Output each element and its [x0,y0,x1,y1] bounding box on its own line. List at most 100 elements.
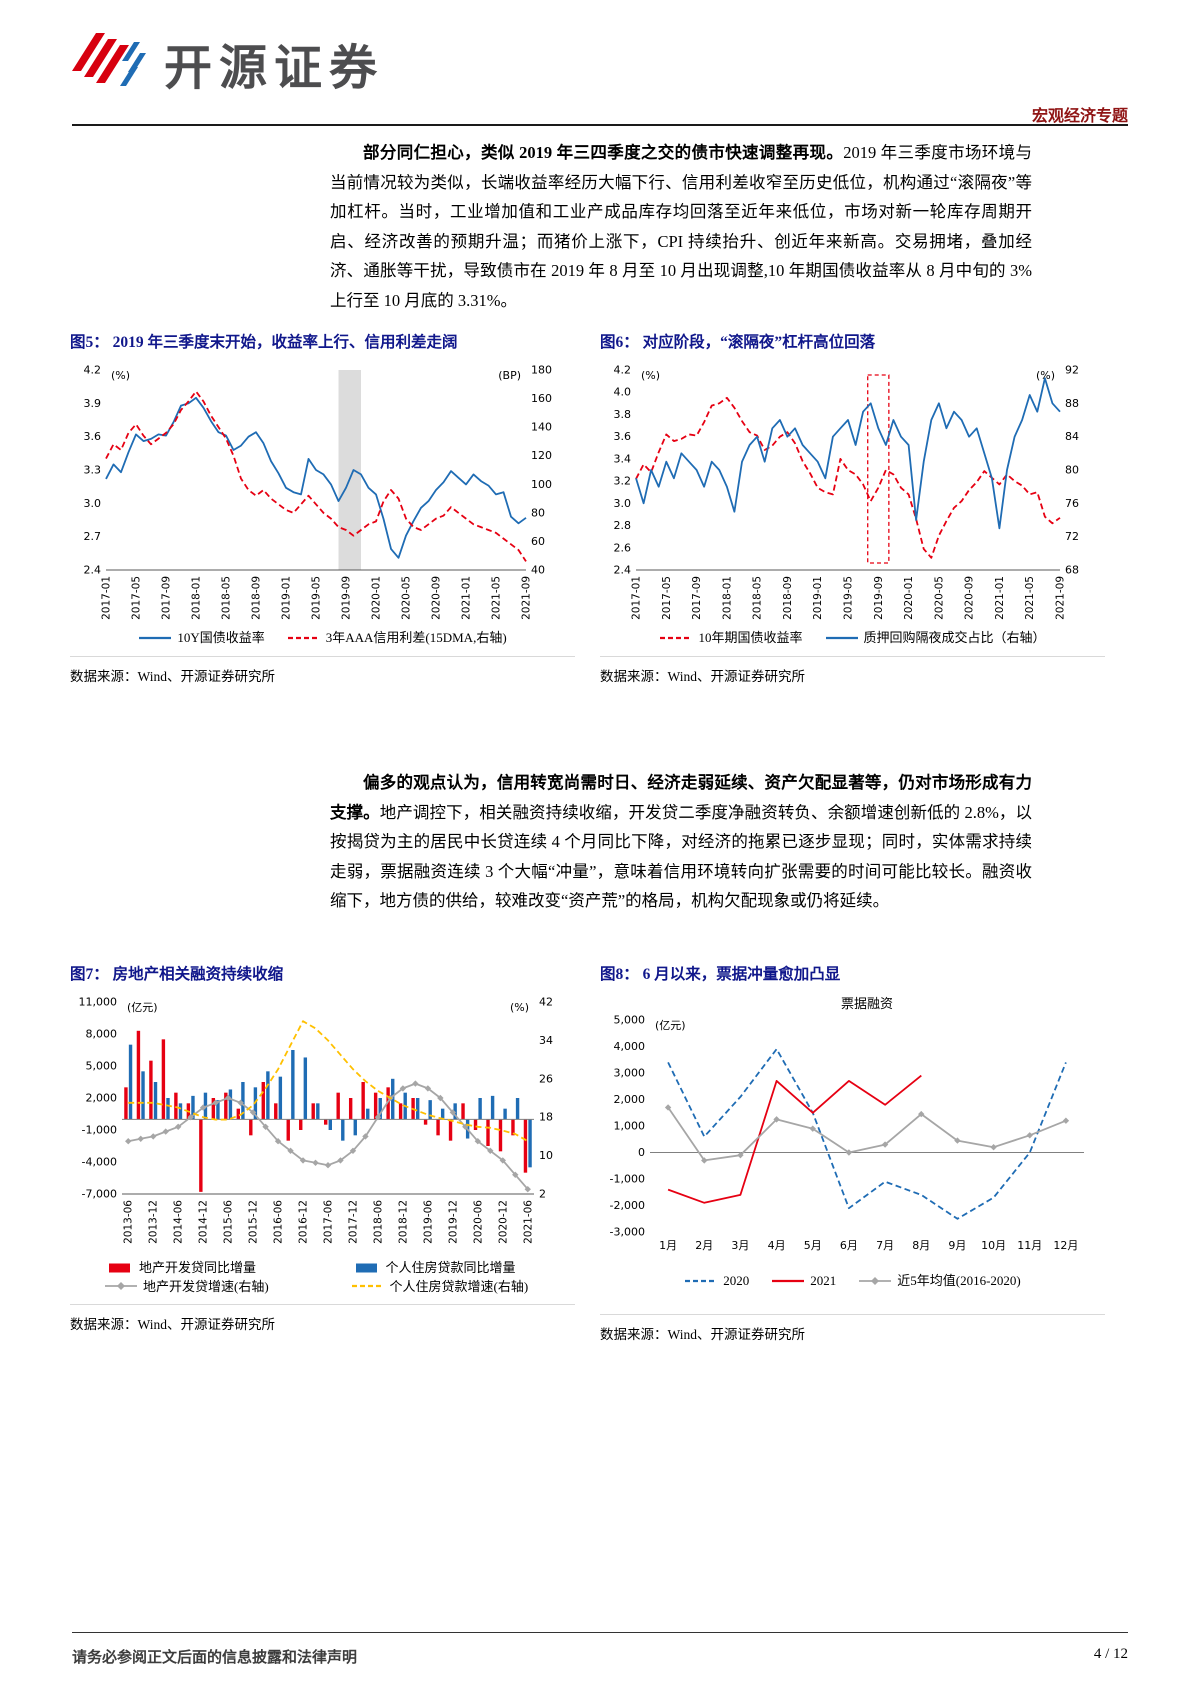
svg-text:2015-12: 2015-12 [248,1200,260,1244]
svg-text:2.4: 2.4 [84,564,102,577]
svg-text:2021-06: 2021-06 [522,1200,534,1244]
svg-text:92: 92 [1065,364,1079,377]
svg-text:2021-01: 2021-01 [461,576,473,620]
svg-text:2014-06: 2014-06 [173,1200,185,1244]
fig6-legend-item: 质押回购隔夜成交占比（右轴） [825,630,1046,646]
svg-text:2.6: 2.6 [614,541,632,554]
svg-text:票据融资: 票据融资 [841,997,893,1012]
svg-text:(%): (%) [510,1001,529,1014]
svg-text:2月: 2月 [695,1239,713,1252]
svg-text:100: 100 [531,478,552,491]
svg-text:76: 76 [1065,497,1079,510]
svg-text:42: 42 [539,996,553,1009]
svg-text:2018-06: 2018-06 [372,1200,384,1244]
paragraph-1: 部分同仁担心，类似 2019 年三四季度之交的债市快速调整再现。2019 年三季… [330,138,1032,316]
legend-label: 地产开发贷同比增量 [139,1260,257,1275]
legend-label: 质押回购隔夜成交占比（右轴） [863,630,1046,645]
svg-text:9月: 9月 [948,1239,966,1252]
svg-text:2.7: 2.7 [84,530,102,543]
svg-text:2018-01: 2018-01 [191,576,203,620]
svg-text:2017-09: 2017-09 [161,576,173,620]
legend-line-swatch [825,636,858,639]
svg-text:2018-09: 2018-09 [782,576,794,620]
svg-text:120: 120 [531,449,552,462]
svg-text:8,000: 8,000 [86,1028,118,1041]
figure-7-legend: 地产开发贷同比增量 个人住房贷款同比增量 地产开发贷增速(右轴) 个人住房贷款增速(右… [70,1260,575,1294]
svg-text:2,000: 2,000 [86,1092,118,1105]
svg-text:3.8: 3.8 [614,408,632,421]
fig5-legend-item: 10Y国债收益率 [138,630,265,646]
svg-text:11月: 11月 [1017,1239,1042,1252]
svg-text:26: 26 [539,1072,553,1085]
svg-text:2019-09: 2019-09 [873,576,885,620]
legend-label: 2021 [810,1273,837,1289]
legend-dashed-line-swatch [685,1279,718,1283]
svg-text:2017-01: 2017-01 [631,576,643,620]
fig6chart-svg: 2.4 2.6 2.8 3.0 3.2 3.4 3.6 3.8 4.0 4.2 68 72 76 80 84… [614,364,1080,620]
paragraph-1-body: 2019 年三季度市场环境与当前情况较为类似，长端收益率经历大幅下行、信用利差收… [330,143,1033,310]
figure-5-source: 数据来源：Wind、开源证券研究所 [70,655,575,685]
svg-text:3,000: 3,000 [614,1067,646,1080]
figure-5-title: 图5： 2019 年三季度末开始，收益率上行、信用利差走阔 [70,334,458,351]
svg-text:(BP): (BP) [498,369,521,382]
legend-line-swatch [772,1279,805,1283]
header-brand: 开源证券 [70,28,384,98]
svg-text:4.2: 4.2 [614,364,632,377]
svg-text:2016-06: 2016-06 [273,1200,285,1244]
svg-text:0: 0 [638,1146,645,1159]
svg-text:-7,000: -7,000 [82,1188,117,1201]
svg-text:-1,000: -1,000 [82,1124,117,1137]
svg-text:2013-06: 2013-06 [123,1200,135,1244]
svg-text:2021-01: 2021-01 [994,576,1006,620]
header-divider [72,124,1128,126]
svg-text:2020-05: 2020-05 [401,576,413,620]
svg-text:2016-12: 2016-12 [298,1200,310,1244]
svg-text:4.2: 4.2 [84,364,102,377]
fig7-legend-item: 地产开发贷同比增量 [104,1260,256,1276]
svg-text:160: 160 [531,392,552,405]
svg-text:80: 80 [531,506,545,519]
svg-text:3.6: 3.6 [614,430,632,443]
svg-text:5月: 5月 [804,1239,822,1252]
svg-text:80: 80 [1065,464,1079,477]
fig8-legend-item: 2020 [684,1273,749,1289]
svg-text:34: 34 [539,1034,553,1047]
fig5chart-svg: 2.4 2.7 3.0 3.3 3.6 3.9 4.2 40 60 80 100 120 140 160 1… [84,364,553,620]
legend-label: 个人住房贷款同比增量 [385,1260,516,1275]
svg-text:2.8: 2.8 [614,519,632,532]
svg-text:12月: 12月 [1053,1239,1078,1252]
svg-text:2020-01: 2020-01 [371,576,383,620]
svg-text:11,000: 11,000 [79,996,118,1009]
svg-text:2020-06: 2020-06 [472,1200,484,1244]
svg-text:60: 60 [531,535,545,548]
svg-text:2021-09: 2021-09 [1055,576,1067,620]
fig8chart-svg: -3,000 -2,000 -1,000 0 1,000 2,000 3,000 4,000 5… [610,997,1084,1252]
svg-text:4.0: 4.0 [614,386,632,399]
svg-text:18: 18 [539,1111,553,1124]
svg-text:2019-09: 2019-09 [341,576,353,620]
figure-7-title: 图7： 房地产相关融资持续收缩 [70,966,284,983]
svg-text:2017-12: 2017-12 [347,1200,359,1244]
svg-text:3.9: 3.9 [84,397,102,410]
legend-label: 近5年均值(2016-2020) [897,1273,1021,1289]
svg-text:(%): (%) [111,369,130,382]
legend-bar-swatch [355,1263,377,1273]
figure-5: 图5： 2019 年三季度末开始，收益率上行、信用利差走阔 2.4 2.7 3.0 3… [70,330,575,685]
svg-text:2020-09: 2020-09 [431,576,443,620]
svg-text:2019-05: 2019-05 [311,576,323,620]
svg-text:1月: 1月 [659,1239,677,1252]
svg-text:84: 84 [1065,430,1079,443]
svg-text:6月: 6月 [840,1239,858,1252]
svg-text:2020-09: 2020-09 [964,576,976,620]
svg-text:2021-05: 2021-05 [491,576,503,620]
svg-text:(亿元): (亿元) [127,1001,158,1014]
svg-text:-1,000: -1,000 [610,1173,645,1186]
svg-text:10月: 10月 [981,1239,1006,1252]
svg-text:2019-01: 2019-01 [812,576,824,620]
figure-8-legend: 2020 2021 近5年均值(2016-2020) [600,1258,1105,1304]
svg-text:5,000: 5,000 [86,1060,118,1073]
svg-text:2017-09: 2017-09 [691,576,703,620]
legend-dashed-line-swatch [287,636,320,639]
figure-8-title: 图8： 6 月以来，票据冲量愈加凸显 [600,966,841,983]
page-number: 4 / 12 [1093,1646,1128,1662]
